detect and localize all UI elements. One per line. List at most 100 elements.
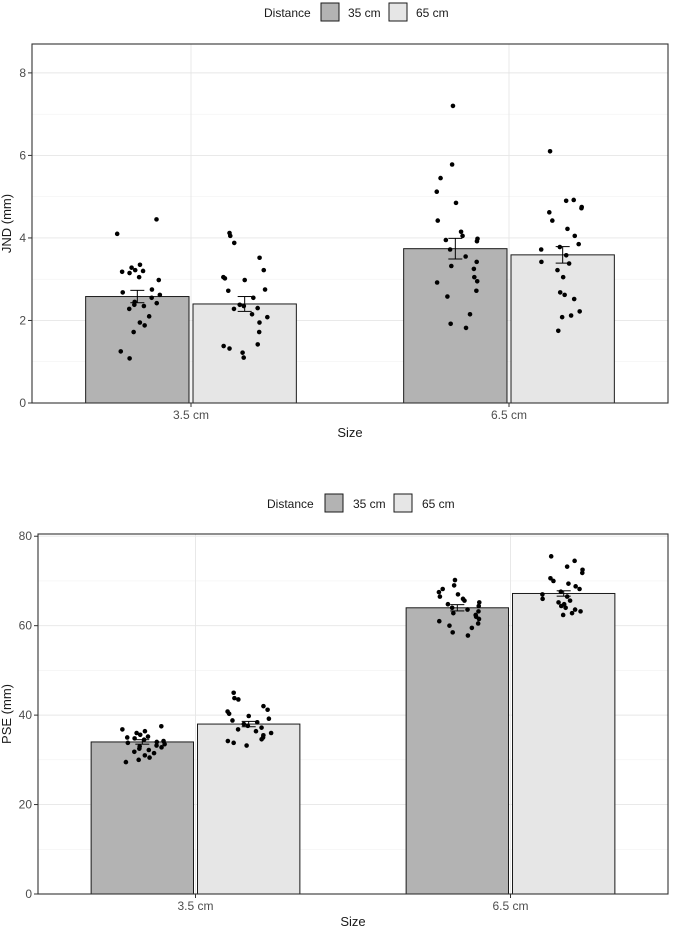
- legend-label: 65 cm: [416, 6, 449, 20]
- data-point: [253, 728, 259, 734]
- data-point: [145, 734, 151, 739]
- data-point: [236, 697, 241, 702]
- data-point: [560, 274, 566, 280]
- data-point: [567, 598, 573, 603]
- data-point: [573, 584, 578, 589]
- legend-label: 65 cm: [422, 497, 455, 511]
- error-bar: [555, 246, 570, 264]
- data-point: [539, 259, 544, 265]
- y-axis-title: JND (mm): [0, 194, 14, 253]
- data-point: [476, 609, 481, 614]
- bar-65cm-65cm: [512, 592, 616, 895]
- data-point: [245, 723, 251, 729]
- data-point: [560, 612, 566, 618]
- data-point: [476, 600, 482, 605]
- data-point: [136, 757, 141, 763]
- y-tick-label: 20: [19, 798, 33, 812]
- data-point: [572, 558, 577, 564]
- data-point: [142, 753, 148, 758]
- x-axis-title: Size: [340, 914, 365, 929]
- y-tick-label: 4: [19, 231, 26, 245]
- data-point: [154, 743, 159, 748]
- data-point: [159, 723, 164, 729]
- data-point: [576, 241, 581, 247]
- data-point: [449, 263, 454, 269]
- data-point: [251, 295, 256, 301]
- data-point: [266, 716, 272, 721]
- legend-label: 35 cm: [348, 6, 381, 20]
- data-point: [448, 321, 453, 327]
- data-point: [232, 695, 237, 701]
- data-point: [261, 703, 266, 709]
- data-point: [540, 592, 545, 597]
- bar-65cm-35cm: [403, 248, 508, 404]
- data-point: [538, 247, 544, 252]
- y-tick-label: 6: [19, 148, 26, 162]
- error-bar: [241, 720, 256, 728]
- data-point: [259, 725, 264, 730]
- data-point: [231, 740, 236, 746]
- data-point: [563, 198, 569, 204]
- data-point: [558, 589, 564, 594]
- data-point: [579, 570, 585, 576]
- legend-swatch-65cm: [388, 2, 408, 22]
- data-point: [474, 288, 479, 294]
- data-point: [132, 302, 137, 308]
- bar-65cm-35cm: [405, 607, 509, 895]
- bar-65cm-65cm: [510, 254, 615, 404]
- data-point: [154, 300, 160, 306]
- data-point: [564, 564, 570, 569]
- data-point: [227, 233, 233, 239]
- data-point: [262, 287, 268, 292]
- chart-panel-1: 3.5 cm 6.5 cm 0 2 4 6 8 Size JND (mm) Distance 35 …: [0, 2, 669, 440]
- data-point: [159, 745, 164, 750]
- data-point: [568, 313, 574, 318]
- data-point: [142, 323, 147, 328]
- data-point: [550, 218, 555, 223]
- data-point: [255, 305, 260, 311]
- data-point: [129, 265, 134, 270]
- data-point: [474, 278, 480, 284]
- data-point: [469, 625, 475, 631]
- data-point: [556, 600, 561, 605]
- chart-panel-2: 3.5 cm 6.5 cm 0 20 40 60 80 Size PSE (mm) Distanc…: [0, 493, 669, 929]
- data-point: [149, 295, 154, 301]
- data-point: [451, 610, 456, 616]
- data-point: [472, 274, 477, 280]
- x-axis-title: Size: [337, 425, 362, 440]
- data-point: [447, 247, 453, 252]
- data-point: [265, 314, 270, 320]
- data-point: [127, 356, 132, 361]
- data-point: [235, 727, 241, 732]
- data-point: [445, 601, 451, 607]
- data-point: [548, 554, 554, 559]
- data-point: [257, 320, 262, 325]
- data-point: [463, 254, 468, 259]
- data-point: [154, 739, 160, 745]
- data-point: [230, 718, 235, 723]
- data-point: [242, 277, 248, 283]
- y-tick-label: 0: [25, 887, 32, 901]
- data-point: [131, 329, 136, 335]
- legend-label: 35 cm: [353, 497, 386, 511]
- data-point: [577, 309, 582, 314]
- legend-swatch-35cm: [320, 2, 340, 22]
- data-point: [132, 749, 137, 755]
- data-point: [563, 252, 569, 258]
- legend: Distance 35 cm 65 cm: [264, 2, 449, 22]
- data-point: [225, 288, 231, 294]
- data-point: [551, 578, 556, 584]
- data-point: [227, 346, 232, 351]
- data-point: [455, 592, 461, 597]
- data-point: [571, 197, 577, 203]
- data-point: [120, 727, 125, 732]
- y-tick-label: 80: [19, 529, 33, 543]
- data-point: [449, 605, 455, 611]
- data-point: [453, 200, 459, 206]
- data-point: [579, 205, 584, 211]
- data-point: [577, 586, 582, 592]
- data-point: [449, 162, 455, 167]
- y-tick-label: 8: [19, 66, 26, 80]
- data-point: [136, 274, 142, 280]
- data-point: [231, 306, 237, 312]
